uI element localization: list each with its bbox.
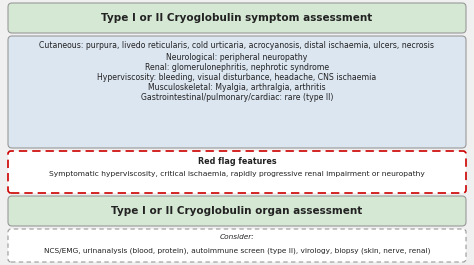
Text: Symptomatic hyperviscosity, critical ischaemia, rapidly progressive renal impair: Symptomatic hyperviscosity, critical isc… — [49, 171, 425, 177]
Text: Renal: glomerulonephritis, nephrotic syndrome: Renal: glomerulonephritis, nephrotic syn… — [145, 64, 329, 73]
Text: Musculoskeletal: Myalgia, arthralgia, arthritis: Musculoskeletal: Myalgia, arthralgia, ar… — [148, 83, 326, 92]
Text: Cutaneous: purpura, livedo reticularis, cold urticaria, acrocyanosis, distal isc: Cutaneous: purpura, livedo reticularis, … — [39, 42, 435, 51]
Text: Neurological: peripheral neuropathy: Neurological: peripheral neuropathy — [166, 54, 308, 63]
FancyBboxPatch shape — [8, 229, 466, 262]
Text: Red flag features: Red flag features — [198, 157, 276, 166]
Text: Type I or II Cryoglobulin organ assessment: Type I or II Cryoglobulin organ assessme… — [111, 206, 363, 216]
FancyBboxPatch shape — [8, 196, 466, 226]
Text: Gastrointestinal/pulmonary/cardiac: rare (type II): Gastrointestinal/pulmonary/cardiac: rare… — [141, 94, 333, 103]
Text: Type I or II Cryoglobulin symptom assessment: Type I or II Cryoglobulin symptom assess… — [101, 13, 373, 23]
Text: Consider:: Consider: — [219, 234, 255, 240]
Text: NCS/EMG, urinanalysis (blood, protein), autoimmune screen (type II), virology, b: NCS/EMG, urinanalysis (blood, protein), … — [44, 248, 430, 254]
FancyBboxPatch shape — [8, 151, 466, 193]
FancyBboxPatch shape — [8, 3, 466, 33]
FancyBboxPatch shape — [8, 36, 466, 148]
Text: Hyperviscosity: bleeding, visual disturbance, headache, CNS ischaemia: Hyperviscosity: bleeding, visual disturb… — [97, 73, 377, 82]
